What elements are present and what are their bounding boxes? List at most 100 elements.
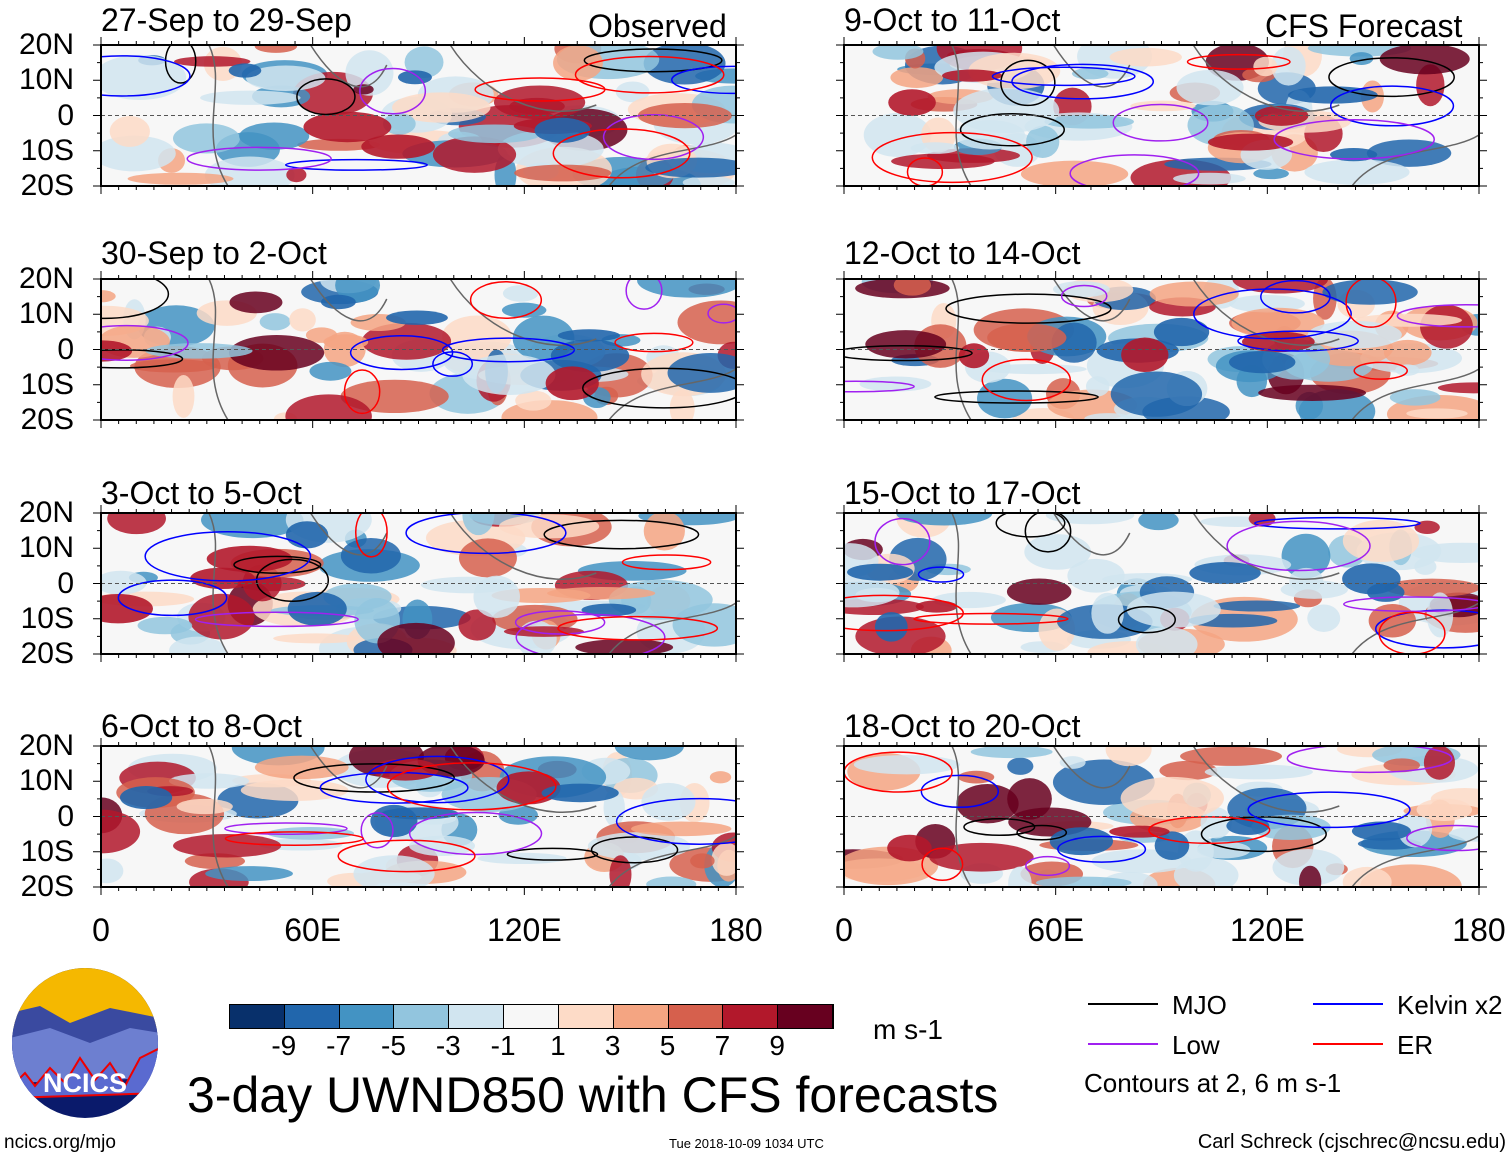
wind-anomaly-shade [1126, 591, 1221, 628]
colorbar-swatch [723, 1005, 779, 1028]
wind-anomaly-shade [137, 616, 193, 635]
wind-anomaly-shade [259, 313, 291, 331]
wind-anomaly-shade [228, 335, 325, 371]
wind-anomaly-shade [1130, 100, 1196, 112]
wind-anomaly-shade [1204, 764, 1313, 780]
wind-anomaly-core [888, 89, 936, 116]
contour-kelvin-x2 [405, 513, 567, 555]
wind-anomaly-shade [1110, 371, 1203, 417]
legend-label: Low [1172, 1030, 1220, 1060]
wind-anomaly-shade [188, 593, 255, 640]
colorbar-swatch [668, 1005, 724, 1028]
wind-anomaly-core [1351, 821, 1411, 841]
svg-text:NCICS: NCICS [43, 1068, 127, 1098]
wind-anomaly-shade [1120, 776, 1225, 820]
wind-anomaly-core [1153, 317, 1210, 347]
contour-er [614, 332, 694, 353]
contour-low [408, 811, 543, 856]
contour-er [386, 762, 557, 811]
wind-anomaly-shade [1342, 519, 1420, 562]
lat-label: 10N [18, 531, 74, 565]
wind-anomaly-shade [865, 330, 947, 359]
wind-anomaly-core [534, 117, 591, 143]
figure-title: 3-day UWND850 with CFS forecasts [187, 1067, 999, 1123]
wind-anomaly-shade [382, 113, 416, 135]
wind-anomaly-shade [101, 809, 141, 854]
colorbar-tick-label: -9 [271, 1030, 297, 1061]
wind-anomaly-shade [1414, 558, 1437, 575]
lat-label: 0 [57, 566, 74, 600]
contour-kelvin-x2 [1057, 835, 1147, 863]
contour-er [906, 157, 944, 186]
contour-mjo [1200, 816, 1327, 853]
wind-anomaly-shade [129, 359, 218, 373]
colorbar-tick-label: 1 [550, 1030, 566, 1061]
colorbar-tick-label: -7 [326, 1030, 352, 1061]
wind-anomaly-shade [516, 620, 557, 654]
contour-kelvin-x2 [991, 66, 1136, 87]
coastline [208, 746, 736, 887]
colorbar-swatch [613, 1005, 669, 1028]
wind-anomaly-core [1189, 562, 1261, 585]
wind-anomaly-core [1207, 133, 1294, 151]
wind-anomaly-shade [254, 45, 298, 53]
wind-anomaly-shade [1271, 46, 1306, 86]
wind-anomaly-shade [289, 308, 316, 332]
colorbar [229, 1004, 834, 1029]
legend-line-er [1313, 1043, 1383, 1045]
wind-anomaly-shade [645, 157, 736, 178]
wind-anomaly-shade [1109, 47, 1182, 67]
wind-anomaly-shade [1053, 281, 1110, 298]
wind-anomaly-shade [361, 322, 452, 360]
wind-anomaly-shade [672, 603, 736, 647]
lat-label: 20N [18, 28, 74, 61]
wind-anomaly-core [228, 63, 262, 78]
wind-anomaly-shade [145, 343, 253, 359]
contour-er [1353, 361, 1408, 380]
wind-anomaly-core [550, 339, 630, 373]
wind-anomaly-shade [501, 302, 547, 318]
coastline [951, 279, 1479, 420]
panel-title: 15-Oct to 17-Oct [844, 475, 1081, 511]
wind-anomaly-shade [891, 153, 995, 169]
contour-mjo [296, 78, 356, 116]
wind-anomaly-core [1228, 350, 1296, 374]
wind-anomaly-core [1342, 563, 1401, 595]
colorbar-swatch [449, 1005, 505, 1028]
wind-anomaly-shade [498, 514, 600, 539]
wind-anomaly-shade [1253, 56, 1278, 77]
wind-anomaly-shade [176, 798, 233, 815]
contour-mjo [959, 113, 1065, 147]
wind-anomaly-shade [1251, 814, 1331, 840]
contour-kelvin-x2 [441, 337, 575, 363]
contour-er [337, 839, 476, 873]
wind-anomaly-shade [1091, 592, 1124, 634]
wind-anomaly-shade [1105, 746, 1152, 767]
wind-anomaly-shade [1044, 114, 1134, 129]
contour-low [194, 611, 359, 628]
contour-low [1396, 303, 1479, 328]
contour-kelvin-x2 [1237, 330, 1359, 352]
coastline [208, 279, 736, 420]
wind-anomaly-core [887, 834, 932, 862]
wind-anomaly-shade [859, 376, 932, 392]
contour-kelvin-x2 [365, 755, 510, 804]
wind-anomaly-shade [101, 290, 116, 303]
contour-mjo [583, 48, 723, 73]
contour-low [1069, 154, 1200, 186]
wind-anomaly-shade [442, 315, 512, 358]
map-panel [836, 505, 1487, 662]
contour-er [1378, 611, 1446, 654]
lon-label: 120E [1229, 912, 1305, 948]
wind-anomaly-shade [1383, 758, 1421, 773]
lon-label: 0 [92, 912, 110, 948]
wind-anomaly-shade [173, 834, 282, 858]
wind-anomaly-shade [1024, 534, 1092, 570]
wind-anomaly-shade [637, 279, 736, 298]
wind-anomaly-shade [1379, 45, 1470, 75]
contour-kelvin-x2 [1247, 791, 1411, 829]
credit: Carl Schreck (cjschrec@ncsu.edu) [1197, 1131, 1506, 1153]
wind-anomaly-shade [643, 45, 726, 85]
contour-er [621, 554, 712, 571]
wind-anomaly-shade [404, 46, 444, 79]
